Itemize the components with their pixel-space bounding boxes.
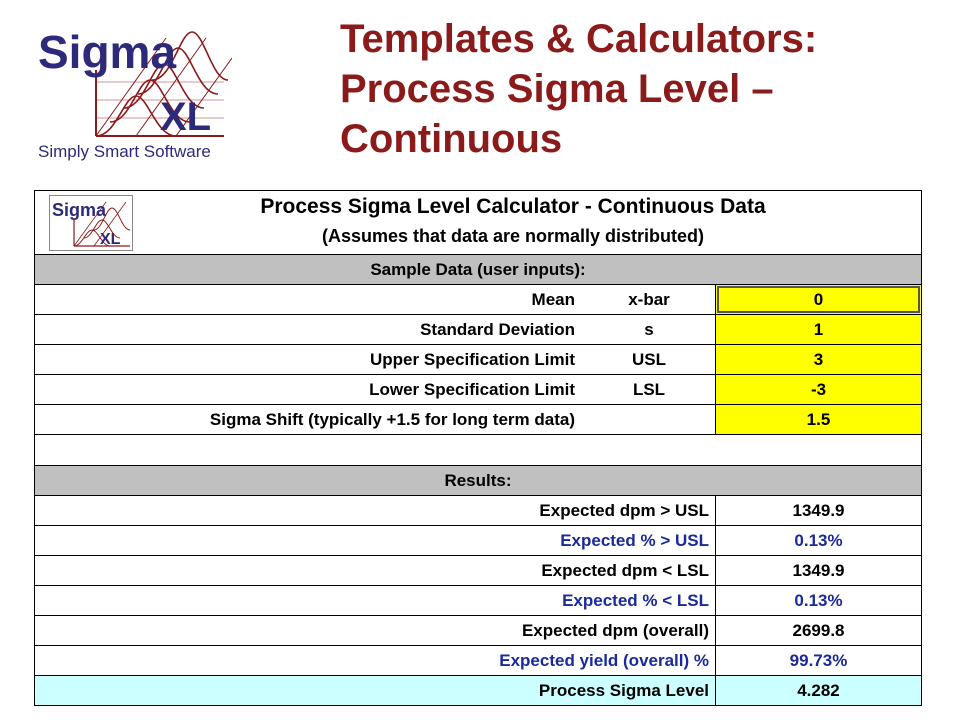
input-label-mean: Mean bbox=[531, 290, 575, 309]
calculator-logo: Sigma XL bbox=[49, 195, 133, 251]
input-row-mean: Mean x-bar 0 bbox=[35, 284, 921, 314]
calculator-logo-word: Sigma bbox=[52, 200, 107, 220]
input-row-lsl: Lower Specification Limit LSL -3 bbox=[35, 374, 921, 404]
logo-tagline: Simply Smart Software bbox=[38, 142, 211, 161]
inputs-section-header: Sample Data (user inputs): bbox=[35, 254, 921, 284]
result-row-dpm-below-lsl: Expected dpm < LSL 1349.9 bbox=[35, 555, 921, 585]
inputs-section-label: Sample Data (user inputs): bbox=[370, 259, 586, 279]
sigmaxl-logo-graphic: Sigma XL bbox=[38, 26, 232, 139]
result-value-dpm-above-usl: 1349.9 bbox=[792, 501, 845, 520]
slide-title-line-3: Continuous bbox=[340, 117, 563, 161]
result-label-dpm-above-usl: Expected dpm > USL bbox=[35, 496, 716, 525]
result-label-dpm-overall: Expected dpm (overall) bbox=[35, 616, 716, 645]
spacer-row bbox=[35, 434, 921, 465]
input-symbol-mean: x-bar bbox=[583, 285, 716, 314]
result-value-yield-overall: 99.73% bbox=[789, 651, 848, 670]
result-row-dpm-above-usl: Expected dpm > USL 1349.9 bbox=[35, 495, 921, 525]
result-row-pct-below-lsl: Expected % < LSL 0.13% bbox=[35, 585, 921, 615]
result-value-dpm-overall: 2699.8 bbox=[792, 621, 845, 640]
input-label-sigma-shift: Sigma Shift (typically +1.5 for long ter… bbox=[209, 410, 575, 429]
result-row-yield-overall: Expected yield (overall) % 99.73% bbox=[35, 645, 921, 675]
input-label-lsl: Lower Specification Limit bbox=[369, 380, 575, 399]
calculator-header: Sigma XL Process Sigma Level Calculator … bbox=[35, 191, 921, 254]
input-symbol-lsl: LSL bbox=[583, 375, 716, 404]
input-symbol-std-dev: s bbox=[583, 315, 716, 344]
results-section-label: Results: bbox=[444, 470, 512, 490]
input-symbol-sigma-shift bbox=[583, 405, 716, 434]
results-section-header: Results: bbox=[35, 465, 921, 495]
input-symbol-usl: USL bbox=[583, 345, 716, 374]
calculator-subtitle: (Assumes that data are normally distribu… bbox=[321, 226, 705, 246]
input-label-std-dev: Standard Deviation bbox=[420, 320, 575, 339]
result-value-process-sigma-level: 4.282 bbox=[797, 681, 840, 700]
logo-xl: XL bbox=[160, 95, 211, 139]
sigmaxl-logo: Sigma XL Simply Smart Software bbox=[36, 18, 232, 170]
std-dev-input[interactable]: 1 bbox=[716, 315, 921, 344]
lsl-input[interactable]: -3 bbox=[716, 375, 921, 404]
result-value-pct-below-lsl: 0.13% bbox=[794, 591, 843, 610]
result-label-yield-overall: Expected yield (overall) % bbox=[35, 646, 716, 675]
result-label-process-sigma-level: Process Sigma Level bbox=[35, 676, 716, 705]
sigma-shift-input[interactable]: 1.5 bbox=[716, 405, 921, 434]
calculator-logo-xl: XL bbox=[100, 231, 121, 248]
result-row-pct-above-usl: Expected % > USL 0.13% bbox=[35, 525, 921, 555]
mean-input[interactable]: 0 bbox=[716, 285, 921, 314]
result-label-pct-below-lsl: Expected % < LSL bbox=[35, 586, 716, 615]
calculator-title: Process Sigma Level Calculator - Continu… bbox=[260, 195, 766, 218]
input-row-sigma-shift: Sigma Shift (typically +1.5 for long ter… bbox=[35, 404, 921, 434]
result-value-dpm-below-lsl: 1349.9 bbox=[792, 561, 845, 580]
result-label-dpm-below-lsl: Expected dpm < LSL bbox=[35, 556, 716, 585]
result-value-pct-above-usl: 0.13% bbox=[794, 531, 843, 550]
calculator-logo-graphic: Sigma XL bbox=[52, 200, 131, 248]
input-label-usl: Upper Specification Limit bbox=[370, 350, 575, 369]
process-sigma-calculator: Sigma XL Process Sigma Level Calculator … bbox=[34, 190, 922, 706]
input-row-std-dev: Standard Deviation s 1 bbox=[35, 314, 921, 344]
input-row-usl: Upper Specification Limit USL 3 bbox=[35, 344, 921, 374]
result-label-pct-above-usl: Expected % > USL bbox=[35, 526, 716, 555]
slide-title-line-2: Process Sigma Level – bbox=[340, 67, 774, 111]
slide-title: Templates & Calculators: Process Sigma L… bbox=[340, 14, 940, 164]
slide-title-line-1: Templates & Calculators: bbox=[340, 17, 818, 61]
result-row-dpm-overall: Expected dpm (overall) 2699.8 bbox=[35, 615, 921, 645]
logo-word: Sigma bbox=[38, 26, 176, 78]
usl-input[interactable]: 3 bbox=[716, 345, 921, 374]
result-row-process-sigma-level: Process Sigma Level 4.282 bbox=[35, 675, 921, 705]
